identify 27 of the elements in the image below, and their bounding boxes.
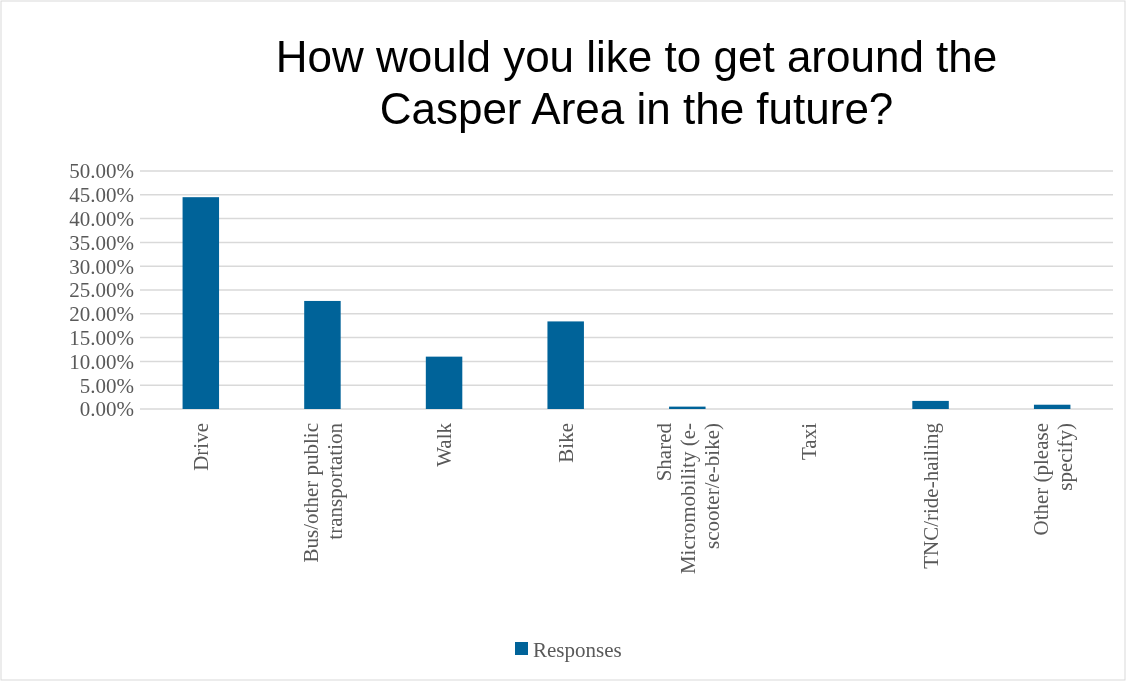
y-tick-label: 30.00% (69, 254, 134, 279)
x-tick-label: Other (please specify) (1028, 423, 1077, 536)
bar (1033, 404, 1071, 409)
y-tick-label: 50.00% (69, 159, 134, 184)
x-tick-label: Taxi (797, 422, 822, 461)
x-tick-label: Bus/other public transportation (298, 422, 347, 563)
bar (425, 356, 463, 409)
y-tick-label: 5.00% (79, 373, 134, 398)
y-tick-label: 45.00% (69, 183, 134, 208)
x-tick-label: Drive (189, 423, 214, 471)
legend-label: Responses (533, 638, 622, 663)
y-tick-label: 20.00% (69, 302, 134, 327)
y-tick-label: 0.00% (79, 397, 134, 422)
x-tick-label: Shared Micromobility (e-scooter/e-bike) (651, 422, 724, 575)
bar (912, 400, 949, 409)
chart-title: How would you like to get around the Casper Area in the future? (275, 32, 998, 133)
x-tick-label: TNC/ride-hailing (918, 422, 943, 569)
x-tick-label: Walk (432, 422, 457, 467)
bar (304, 300, 341, 409)
bar (182, 197, 220, 409)
x-tick-label: Bike (554, 423, 579, 463)
y-tick-label: 25.00% (69, 278, 134, 303)
y-tick-label: 15.00% (69, 325, 134, 350)
y-tick-label: 35.00% (69, 230, 134, 255)
bar (547, 321, 584, 409)
y-tick-label: 40.00% (69, 206, 134, 231)
y-tick-label: 10.00% (69, 349, 134, 374)
